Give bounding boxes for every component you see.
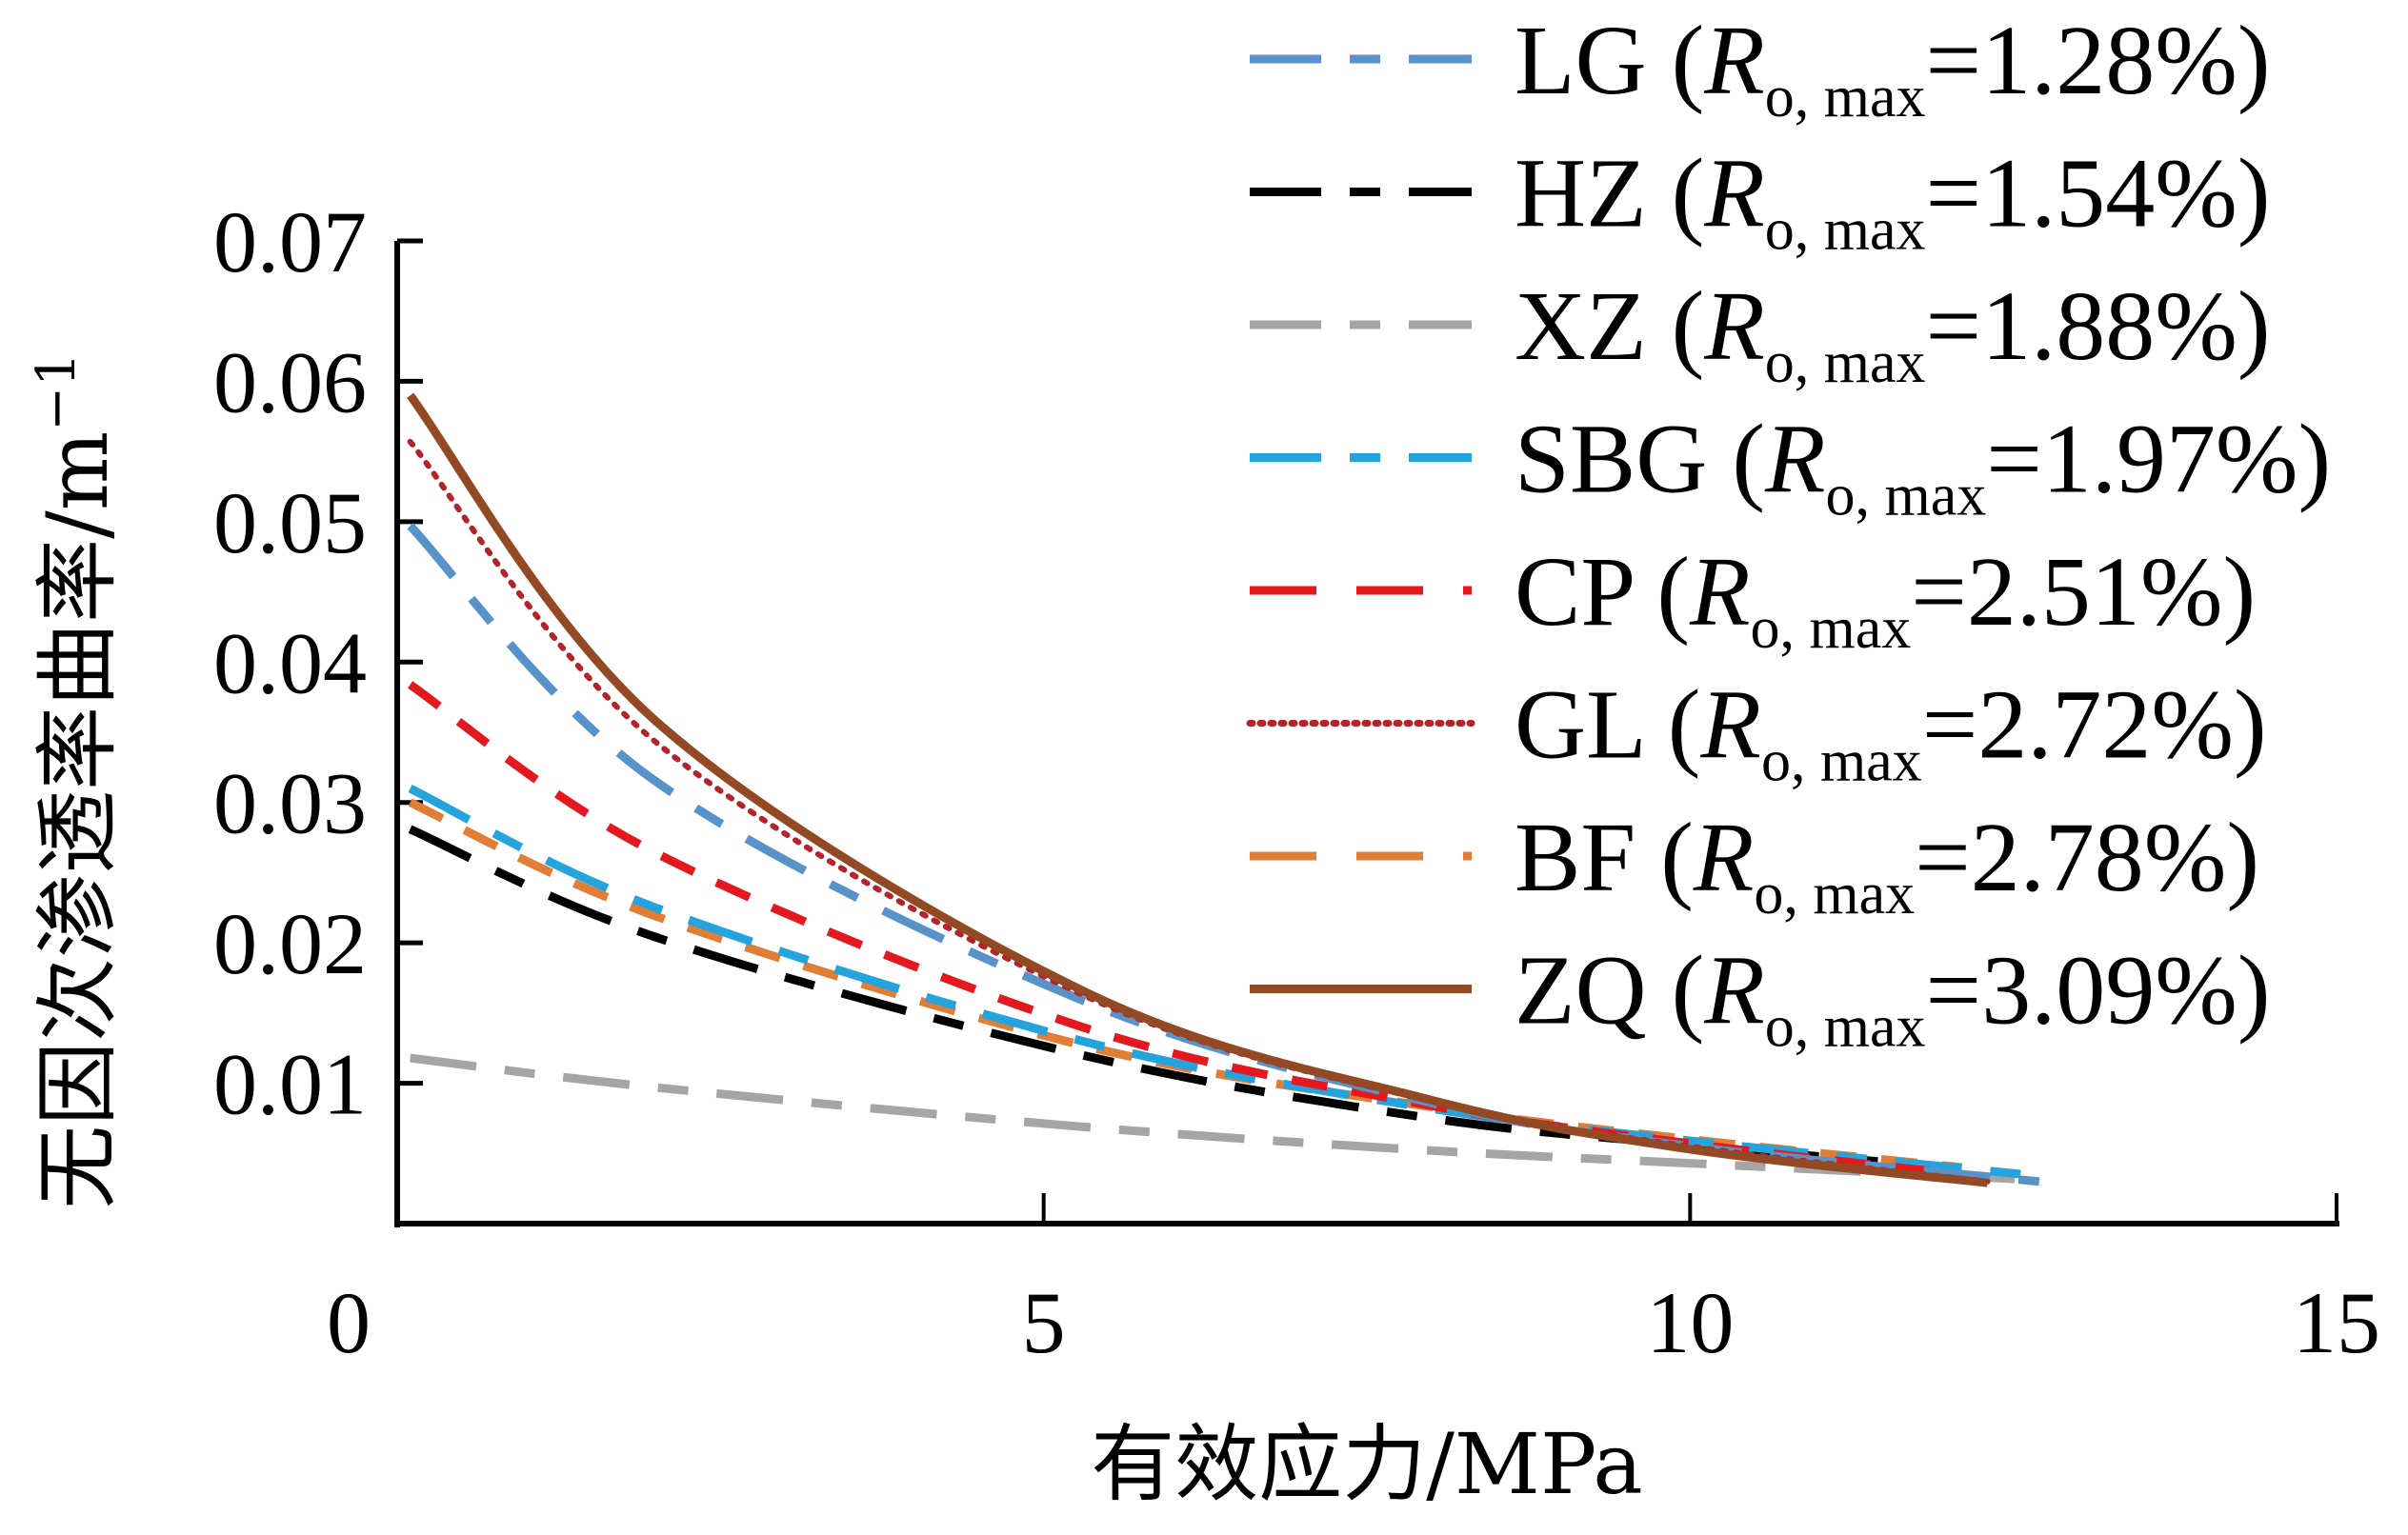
series-line-zq	[407, 392, 1989, 1187]
legend-ro-value: =1.97%)	[1986, 405, 2331, 514]
series-layer	[407, 392, 2040, 1187]
y-tick-label: 0.03	[213, 755, 367, 852]
legend-ro-symbol: R	[1689, 537, 1751, 647]
legend-ro-symbol: R	[1703, 271, 1765, 381]
axes: 0.01 0.02 0.03 0.04 0.05 0.06 0.07 0 5 10 15	[213, 193, 2380, 1371]
legend-ro-subscript: o, max	[1765, 65, 1926, 130]
legend-ro-subscript: o, max	[1765, 330, 1926, 395]
x-tick-label: 15	[2293, 1274, 2380, 1371]
legend-ro-value: =1.28%)	[1926, 6, 2271, 115]
legend-item-lg: LG (Ro, max=1.28%)	[1250, 6, 2270, 130]
legend-series-name: HZ (	[1515, 139, 1704, 249]
y-tick-label: 0.06	[213, 333, 367, 430]
legend-ro-subscript: o, max	[1825, 464, 1986, 528]
legend-item-cp: CP (Ro, max=2.51%)	[1250, 537, 2256, 661]
legend-item-xz: XZ (Ro, max=1.88%)	[1250, 271, 2270, 395]
legend-item-zq: ZQ (Ro, max=3.09%)	[1250, 936, 2270, 1060]
legend-item-bf: BF (Ro, max=2.78%)	[1250, 803, 2259, 927]
legend-ro-subscript: o, max	[1761, 729, 1922, 794]
legend-label: ZQ (Ro, max=3.09%)	[1515, 936, 2270, 1060]
legend-ro-symbol: R	[1693, 803, 1755, 912]
x-tick-label: 0	[327, 1274, 371, 1371]
legend-item-gl: GL (Ro, max=2.72%)	[1246, 670, 2267, 794]
legend-ro-subscript: o, max	[1765, 198, 1926, 263]
legend-ro-symbol: R	[1703, 936, 1765, 1046]
legend-ro-value: =3.09%)	[1926, 936, 2271, 1046]
legend-label: SBG (Ro, max=1.97%)	[1515, 405, 2331, 528]
series-line-sbg	[408, 784, 2040, 1181]
legend-series-name: SBG (	[1515, 405, 1765, 514]
x-tick-label: 5	[1022, 1274, 1066, 1371]
y-tick-label: 0.04	[213, 614, 367, 711]
legend-ro-subscript: o, max	[1751, 596, 1912, 661]
legend-ro-symbol: R	[1703, 6, 1765, 115]
legend-label: LG (Ro, max=1.28%)	[1515, 6, 2270, 130]
legend-ro-symbol: R	[1699, 670, 1761, 780]
legend-label: GL (Ro, max=2.72%)	[1515, 670, 2267, 794]
legend-label: BF (Ro, max=2.78%)	[1515, 803, 2259, 927]
legend-series-name: GL (	[1515, 670, 1700, 780]
legend-label: CP (Ro, max=2.51%)	[1515, 537, 2256, 661]
y-axis-title-superscript: −1	[26, 352, 88, 431]
legend-item-hz: HZ (Ro, max=1.54%)	[1250, 139, 2270, 263]
legend-ro-value: =2.78%)	[1915, 803, 2259, 912]
legend-ro-value: =1.88%)	[1926, 271, 2271, 381]
y-tick-label: 0.07	[213, 193, 367, 290]
y-tick-label: 0.01	[213, 1036, 367, 1133]
legend-ro-value: =2.51%)	[1911, 537, 2256, 647]
series-line-cp	[408, 681, 1976, 1181]
y-axis-title-group: 无因次渗透率曲率/m−1	[26, 352, 127, 1209]
legend-ro-value: =2.72%)	[1922, 670, 2267, 780]
y-axis-title: 无因次渗透率曲率/m−1	[26, 352, 127, 1209]
legend-series-name: BF (	[1515, 803, 1694, 912]
legend-series-name: LG (	[1515, 6, 1704, 115]
legend-label: XZ (Ro, max=1.88%)	[1515, 271, 2270, 395]
y-tick-label: 0.05	[213, 474, 367, 571]
legend: LG (Ro, max=1.28%)HZ (Ro, max=1.54%)XZ (…	[1246, 6, 2331, 1060]
y-tick-label: 0.02	[213, 895, 367, 992]
legend-ro-subscript: o, max	[1765, 995, 1926, 1060]
legend-label: HZ (Ro, max=1.54%)	[1515, 139, 2270, 263]
x-axis-title: 有效应力/MPa	[1091, 1415, 1642, 1513]
legend-ro-value: =1.54%)	[1926, 139, 2271, 249]
legend-series-name: XZ (	[1515, 271, 1704, 381]
series-line-xz	[410, 1053, 2040, 1185]
legend-series-name: ZQ (	[1515, 936, 1704, 1046]
legend-item-sbg: SBG (Ro, max=1.97%)	[1250, 405, 2331, 528]
legend-ro-symbol: R	[1764, 405, 1826, 514]
x-tick-label: 10	[1646, 1274, 1734, 1371]
legend-series-name: CP (	[1515, 537, 1690, 647]
legend-ro-subscript: o, max	[1754, 862, 1915, 927]
legend-ro-symbol: R	[1703, 139, 1765, 249]
y-axis-title-text: 无因次渗透率曲率/m	[29, 431, 127, 1209]
